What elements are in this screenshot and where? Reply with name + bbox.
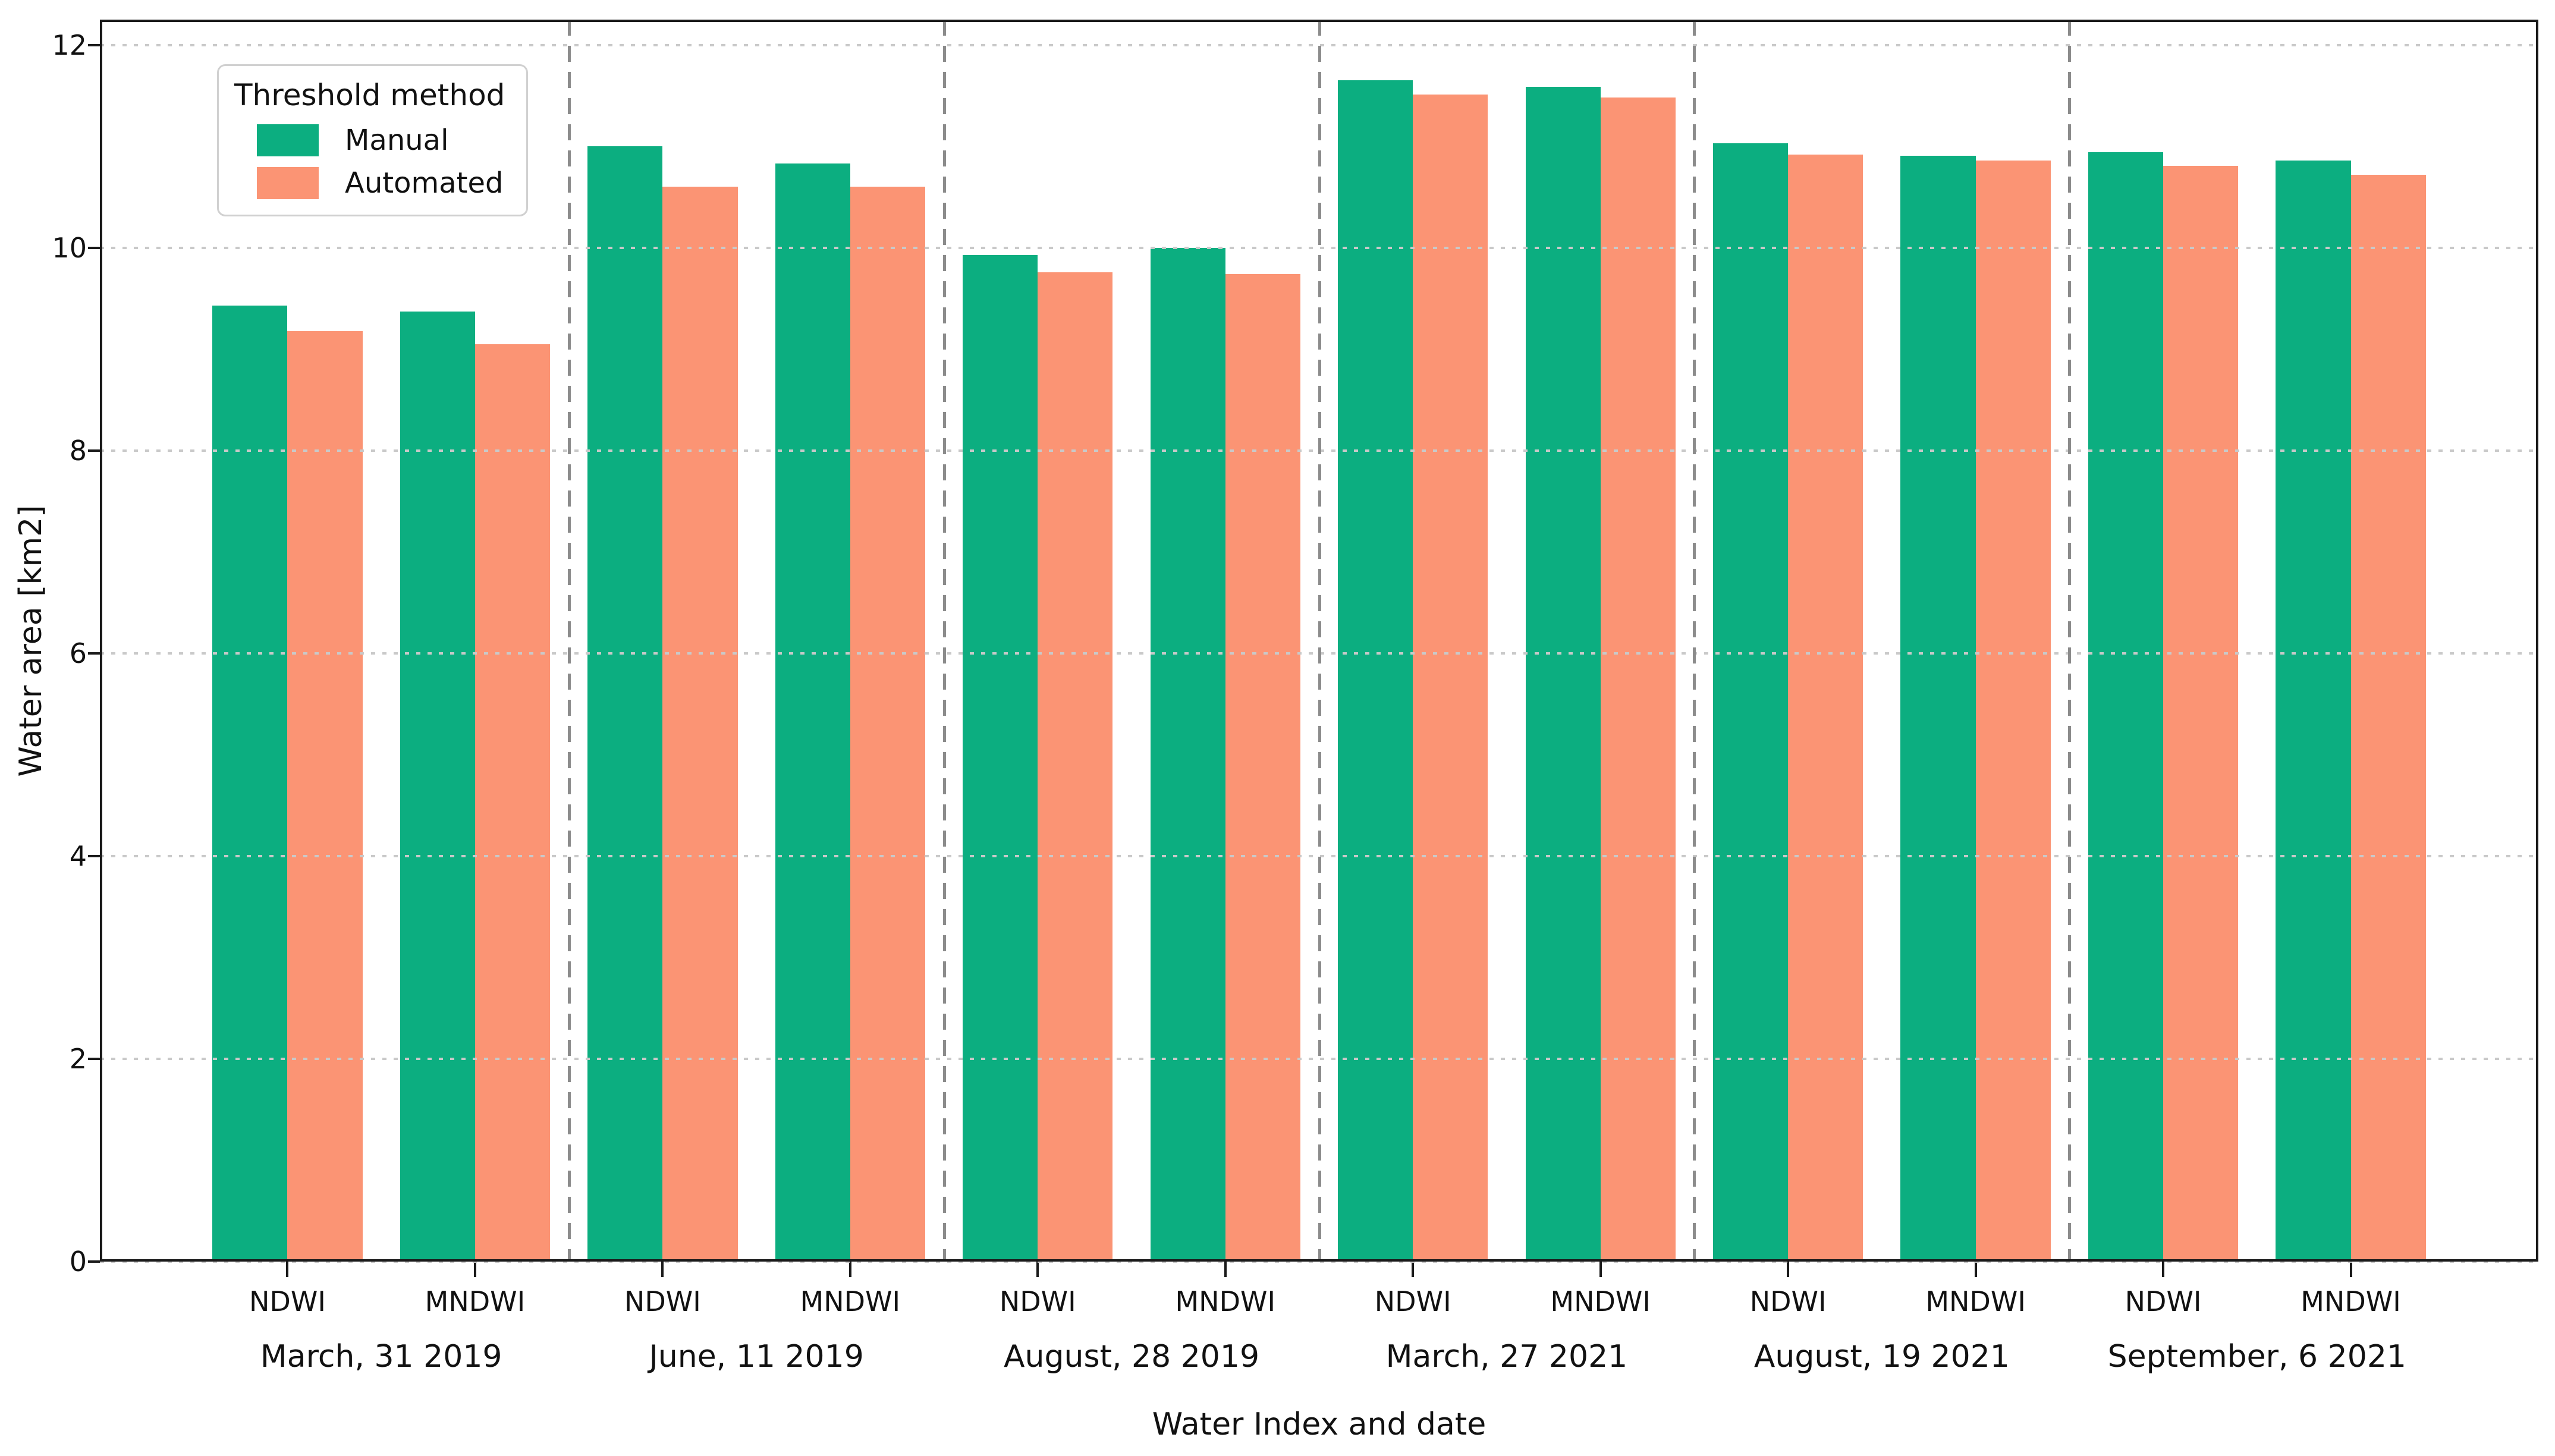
bar-manual — [400, 312, 475, 1262]
bar-manual — [212, 305, 288, 1262]
x-tick-label: MNDWI — [2301, 1285, 2401, 1317]
bar-automated — [2163, 165, 2239, 1262]
bar-manual — [1525, 86, 1601, 1262]
bar-manual — [963, 254, 1038, 1262]
x-tick-label: NDWI — [624, 1285, 701, 1317]
axes-frame — [100, 20, 2538, 1262]
x-tick-mark — [1412, 1262, 1415, 1277]
y-tick-label: 0 — [69, 1246, 87, 1278]
x-tick-label: MNDWI — [425, 1285, 526, 1317]
automated-swatch — [257, 167, 319, 199]
bar-manual — [587, 146, 663, 1262]
bar-manual — [1900, 155, 1976, 1262]
y-tick-label: 10 — [52, 231, 87, 264]
bar-automated — [2350, 174, 2426, 1262]
y-tick-label: 12 — [52, 29, 87, 61]
x-tick-mark — [1974, 1262, 1977, 1277]
bar-manual — [1712, 143, 1789, 1262]
plot-area: Threshold method Manual Automated — [100, 20, 2538, 1263]
x-axis-title: Water Index and date — [1152, 1407, 1487, 1442]
x-tick-mark — [1599, 1262, 1602, 1277]
bar-automated — [1038, 272, 1113, 1262]
bar-automated — [1788, 154, 1863, 1262]
bar-manual — [2276, 161, 2351, 1262]
group-separator — [2068, 20, 2072, 1262]
x-tick-label: MNDWI — [1550, 1285, 1651, 1317]
legend-item-label: Manual — [345, 124, 449, 157]
legend-title: Threshold method — [234, 78, 505, 112]
x-tick-label: NDWI — [249, 1285, 326, 1317]
group-date-label: August, 19 2021 — [1753, 1339, 2010, 1375]
bars-layer — [100, 20, 2538, 1262]
x-tick-label: NDWI — [2125, 1285, 2202, 1317]
y-tick-mark — [88, 1057, 100, 1060]
y-tick-label: 2 — [69, 1042, 87, 1075]
bar-automated — [287, 331, 363, 1262]
legend-item-automated: Automated — [257, 167, 511, 199]
x-tick-label: MNDWI — [800, 1285, 901, 1317]
group-date-label: March, 27 2021 — [1385, 1339, 1628, 1375]
x-tick-mark — [661, 1262, 664, 1277]
bar-automated — [474, 344, 551, 1262]
y-tick-mark — [88, 43, 100, 46]
y-tick-mark — [88, 1260, 100, 1263]
x-tick-mark — [848, 1262, 851, 1277]
manual-swatch — [257, 124, 319, 156]
bar-automated — [662, 187, 738, 1262]
bar-automated — [1975, 161, 2051, 1262]
x-tick-label: NDWI — [999, 1285, 1076, 1317]
x-tick-label: NDWI — [1374, 1285, 1451, 1317]
bar-automated — [1600, 98, 1676, 1262]
legend-item-manual: Manual — [257, 124, 511, 156]
bar-automated — [1225, 274, 1300, 1262]
legend: Threshold method Manual Automated — [217, 64, 528, 216]
bar-manual — [1150, 247, 1225, 1262]
bar-automated — [1413, 95, 1488, 1262]
x-tick-mark — [1224, 1262, 1227, 1277]
x-tick-mark — [2349, 1262, 2352, 1277]
y-tick-mark — [88, 854, 100, 857]
group-date-label: August, 28 2019 — [1003, 1339, 1260, 1375]
y-tick-mark — [88, 246, 100, 249]
group-separator — [942, 20, 946, 1262]
y-tick-label: 8 — [69, 434, 87, 467]
bar-automated — [850, 187, 926, 1262]
y-tick-mark — [88, 652, 100, 655]
group-date-label: September, 6 2021 — [2107, 1339, 2407, 1375]
group-separator — [1318, 20, 1321, 1262]
x-tick-label: MNDWI — [1925, 1285, 2026, 1317]
group-date-label: June, 11 2019 — [649, 1339, 864, 1375]
x-tick-label: NDWI — [1749, 1285, 1827, 1317]
x-tick-mark — [2162, 1262, 2165, 1277]
legend-item-label: Automated — [345, 166, 504, 200]
x-tick-mark — [473, 1262, 476, 1277]
y-tick-mark — [88, 449, 100, 452]
bar-manual — [1338, 80, 1413, 1262]
group-separator — [567, 20, 571, 1262]
x-tick-mark — [286, 1262, 289, 1277]
gridline-y0 — [100, 1260, 2538, 1263]
y-tick-label: 4 — [69, 839, 87, 872]
separators-layer — [100, 20, 2538, 1262]
bar-manual — [2088, 152, 2164, 1262]
bar-manual — [775, 163, 850, 1262]
x-tick-mark — [1787, 1262, 1790, 1277]
x-tick-label: MNDWI — [1175, 1285, 1276, 1317]
x-tick-mark — [1036, 1262, 1039, 1277]
group-separator — [1693, 20, 1696, 1262]
group-date-label: March, 31 2019 — [260, 1339, 502, 1375]
y-tick-label: 6 — [69, 637, 87, 669]
